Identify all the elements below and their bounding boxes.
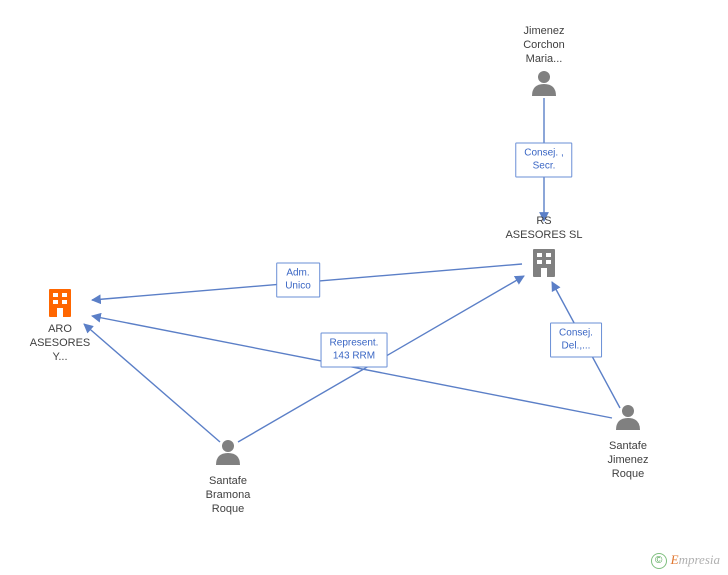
diagram-svg: [0, 0, 728, 575]
node-bramona[interactable]: Santafe Bramona Roque: [168, 473, 288, 516]
node-santafe[interactable]: Santafe Jimenez Roque: [568, 438, 688, 481]
edge-label-e3: Consej. Del.,...: [550, 323, 602, 358]
watermark: © Empresia: [651, 552, 720, 569]
node-label-rs: RS ASESORES SL: [484, 215, 604, 243]
node-rs[interactable]: RS ASESORES SL: [484, 215, 604, 245]
node-jimenez[interactable]: Jimenez Corchon Maria...: [484, 25, 604, 68]
node-label-bramona: Santafe Bramona Roque: [168, 475, 288, 516]
node-icon-bramona[interactable]: [216, 440, 240, 465]
node-label-aro: ARO ASESORES Y...: [0, 323, 120, 364]
copyright-icon: ©: [651, 553, 667, 569]
node-aro[interactable]: ARO ASESORES Y...: [0, 321, 120, 364]
node-icon-rs[interactable]: [533, 249, 555, 277]
edge-label-e4: Represent. 143 RRM: [321, 333, 388, 368]
node-label-santafe: Santafe Jimenez Roque: [568, 440, 688, 481]
node-icon-aro[interactable]: [49, 289, 71, 317]
watermark-brand-e: E: [671, 552, 679, 567]
node-icon-jimenez[interactable]: [532, 71, 556, 96]
edge-label-e1: Consej. , Secr.: [515, 143, 572, 178]
node-icon-santafe[interactable]: [616, 405, 640, 430]
node-label-jimenez: Jimenez Corchon Maria...: [484, 25, 604, 66]
edge-label-e2: Adm. Unico: [276, 263, 320, 298]
watermark-brand-rest: mpresia: [679, 552, 720, 567]
